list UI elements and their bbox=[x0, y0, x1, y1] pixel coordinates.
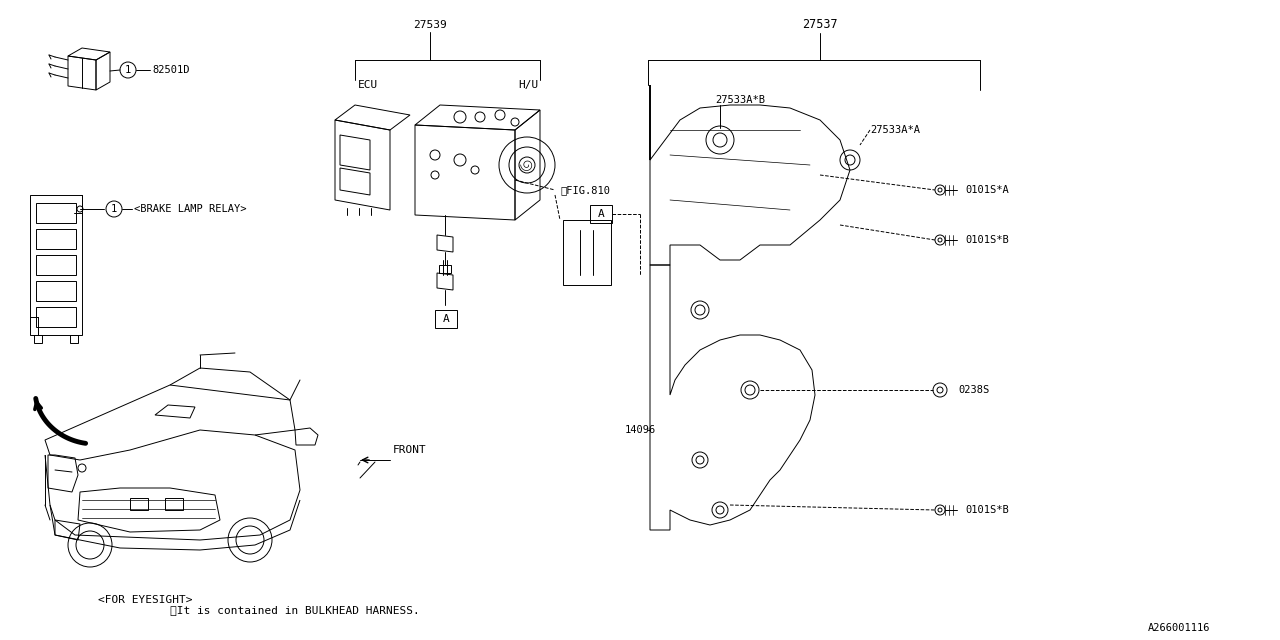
Bar bbox=[36, 203, 76, 223]
Text: 1: 1 bbox=[111, 204, 118, 214]
Bar bbox=[165, 498, 183, 510]
Bar bbox=[36, 281, 76, 301]
Text: A: A bbox=[598, 209, 604, 219]
Bar bbox=[439, 265, 451, 273]
Bar bbox=[131, 498, 148, 510]
Text: 1: 1 bbox=[125, 65, 131, 75]
Text: H/U: H/U bbox=[518, 80, 539, 90]
Bar bbox=[590, 205, 612, 223]
Text: 27533A*B: 27533A*B bbox=[716, 95, 765, 105]
Text: 82501D: 82501D bbox=[152, 65, 189, 75]
Text: 14096: 14096 bbox=[625, 425, 657, 435]
Text: 27537: 27537 bbox=[803, 19, 838, 31]
Text: FRONT: FRONT bbox=[393, 445, 426, 455]
Circle shape bbox=[78, 464, 86, 472]
Text: 0101S*B: 0101S*B bbox=[965, 505, 1009, 515]
Text: ※FIG.810: ※FIG.810 bbox=[561, 185, 611, 195]
Text: <BRAKE LAMP RELAY>: <BRAKE LAMP RELAY> bbox=[134, 204, 247, 214]
Text: 0101S*A: 0101S*A bbox=[965, 185, 1009, 195]
Text: ※It is contained in BULKHEAD HARNESS.: ※It is contained in BULKHEAD HARNESS. bbox=[170, 605, 420, 615]
Bar bbox=[36, 229, 76, 249]
Bar bbox=[563, 220, 611, 285]
Text: 0238S: 0238S bbox=[957, 385, 989, 395]
Bar bbox=[70, 335, 78, 343]
Bar bbox=[435, 310, 457, 328]
Text: ECU: ECU bbox=[358, 80, 379, 90]
Bar bbox=[35, 335, 42, 343]
Text: A: A bbox=[443, 314, 449, 324]
Text: 27539: 27539 bbox=[413, 20, 447, 30]
Bar bbox=[36, 255, 76, 275]
Text: 27533A*A: 27533A*A bbox=[870, 125, 920, 135]
Text: <FOR EYESIGHT>: <FOR EYESIGHT> bbox=[97, 595, 192, 605]
Text: 0101S*B: 0101S*B bbox=[965, 235, 1009, 245]
Text: A266001116: A266001116 bbox=[1147, 623, 1210, 633]
Bar bbox=[36, 307, 76, 327]
